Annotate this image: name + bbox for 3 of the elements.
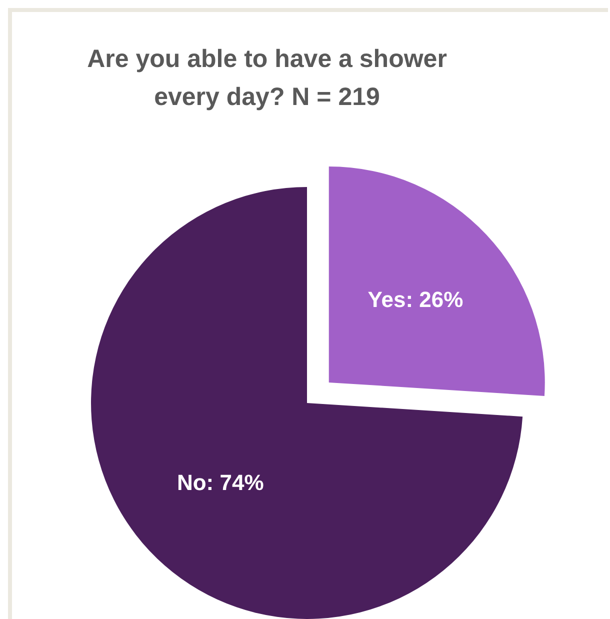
chart-title: Are you able to have a shower every day? N = 219 xyxy=(86,44,448,113)
slice-label: Yes: 26% xyxy=(366,286,464,314)
slice-label: No: 74% xyxy=(176,469,265,498)
